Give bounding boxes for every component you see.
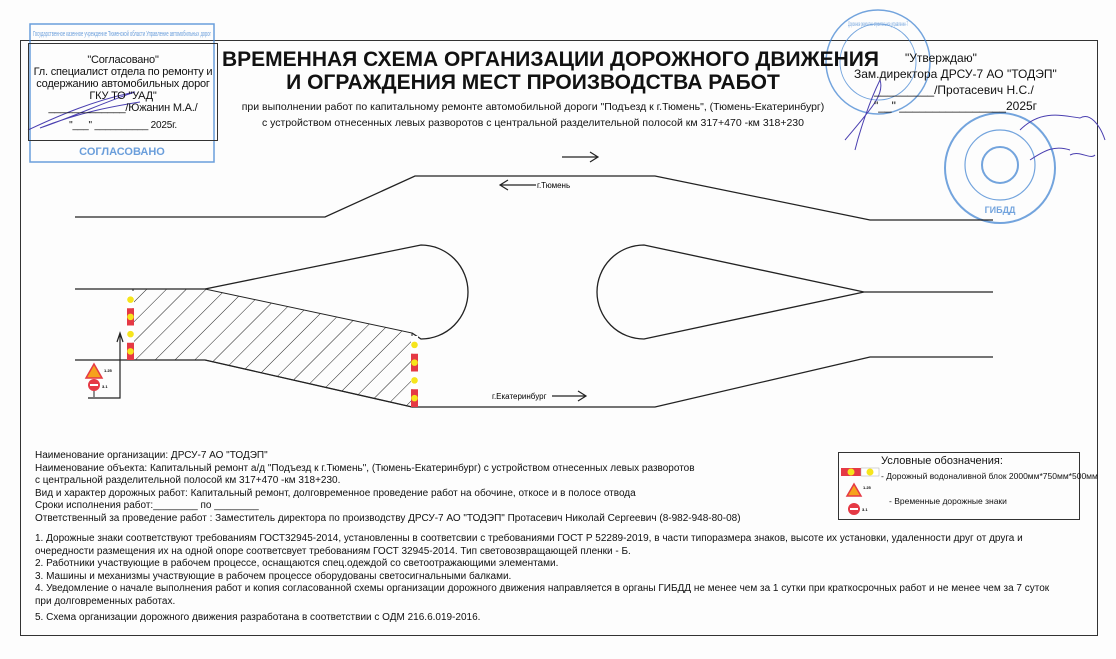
- note: 4. Уведомление о начале выполнения работ…: [35, 583, 1050, 595]
- barrier-light: [411, 341, 418, 349]
- title-line1: ВРЕМЕННАЯ СХЕМА ОРГАНИЗАЦИИ ДОРОЖНОГО ДВ…: [222, 48, 879, 71]
- arrow-right-icon: [562, 151, 600, 163]
- barrier-row-right: [411, 336, 418, 407]
- work-zone-hatched: [132, 288, 413, 408]
- sign1-code: 1.25: [104, 368, 113, 373]
- median-island-left: [75, 244, 469, 340]
- info-works: Вид и характер дорожных работ: Капитальн…: [35, 487, 636, 499]
- stamp-left: Государственное казенное учреждение Тюме…: [29, 23, 215, 163]
- note: при долговременных работах.: [35, 595, 176, 607]
- legend-sign1-code: 1.25: [863, 485, 872, 490]
- temporary-signs: 1.25 3.1: [84, 362, 113, 397]
- approval-right-date: "__" ________________2025г: [874, 99, 1038, 113]
- approval-left-line3: ГКУ ТО "УАД": [89, 90, 157, 102]
- note: 3. Машины и механизмы участвующие в рабо…: [35, 570, 512, 582]
- legend-symbols: 1.25 3.1: [841, 467, 880, 515]
- legend: Условные обозначения: 1.25 3.1 - Дорожны…: [838, 452, 1098, 520]
- legend-title: Условные обозначения:: [881, 455, 1003, 467]
- road-works-sign-icon: [84, 362, 104, 379]
- barrier-light: [411, 377, 418, 384]
- sign2-code: 3.1: [102, 384, 108, 389]
- approval-left-signatory: _____________/Южанин М.А./: [48, 102, 198, 114]
- stamp-gibdd: ГИБДД: [944, 112, 1056, 224]
- stamp-left-org: Государственное казенное учреждение Тюме…: [33, 30, 211, 38]
- stamp-gibdd-text: ГИБДД: [985, 205, 1016, 215]
- approval-right-heading: "Утверждаю": [905, 51, 977, 65]
- approval-right-signatory: _________/Протасевич Н.С./: [874, 83, 1034, 97]
- approval-left-box: "Согласовано" Гл. специалист отдела по р…: [28, 43, 218, 141]
- barrier-light: [127, 348, 134, 355]
- label-tyumen: г.Тюмень: [537, 181, 570, 190]
- stamp-left-text: СОГЛАСОВАНО: [79, 146, 165, 158]
- road-edge-top: [75, 175, 993, 221]
- title-line2: И ОГРАЖДЕНИЯ МЕСТ ПРОИЗВОДСТВА РАБОТ: [286, 71, 780, 94]
- approval-right: "Утверждаю" Зам.директора ДРСУ-7 АО "ТОД…: [850, 50, 1080, 114]
- subtitle-line1: при выполнении работ по капитальному рем…: [241, 101, 825, 113]
- note: 1. Дорожные знаки соответствуют требован…: [35, 533, 1023, 544]
- info-dates: Сроки исполнения работ:________ по _____…: [35, 500, 259, 512]
- approval-left-heading: "Согласовано": [87, 54, 159, 66]
- note: 2. Работники участвующие в рабочем проце…: [35, 558, 559, 570]
- subtitle-line2: с устройством отнесенных левых разворото…: [261, 117, 804, 129]
- barrier-light: [411, 394, 418, 402]
- median-island-right: [596, 244, 993, 340]
- approval-left-line1: Гл. специалист отдела по ремонту и: [33, 66, 213, 78]
- legend-signs-label: - Временные дорожные знаки: [889, 496, 1007, 506]
- barrier-light: [127, 296, 134, 303]
- barrier-light: [127, 313, 134, 321]
- approval-right-position: Зам.директора ДРСУ-7 АО "ТОДЭП": [854, 67, 1057, 81]
- stamp-right-drsu: Дорожное ремонтно-строительное управлени…: [825, 9, 931, 115]
- sign-leader-line: [88, 331, 124, 399]
- title-block: ВРЕМЕННАЯ СХЕМА ОРГАНИЗАЦИИ ДОРОЖНОГО ДВ…: [222, 48, 879, 94]
- info-responsible: Ответственный за проведение работ : Заме…: [35, 512, 741, 524]
- legend-sign2-code: 3.1: [862, 507, 868, 512]
- signature-left: [27, 91, 141, 131]
- note: 5. Схема организации дорожного движения …: [35, 611, 481, 623]
- barrier-light: [127, 330, 134, 338]
- notes-block: 1. Дорожные знаки соответствуют требован…: [35, 533, 1090, 624]
- stamp-right-org: Дорожное ремонтно-строительное управлени…: [848, 22, 908, 28]
- note: очередности размещения их на одной опоре…: [35, 545, 631, 557]
- barrier-light: [411, 359, 418, 366]
- info-object-2: с центральной разделительной полосой км …: [35, 475, 341, 487]
- road-works-sign-icon: [845, 482, 863, 497]
- info-object-1: Наименование объекта: Капитальный ремонт…: [35, 462, 695, 474]
- info-block: Наименование организации: ДРСУ-7 АО "ТОД…: [35, 450, 741, 526]
- approval-left-line2: содержанию автомобильных дорог: [36, 78, 210, 90]
- label-ekaterinburg: г.Екатеринбург: [492, 392, 547, 401]
- approval-left-date: "___" __________ 2025г.: [69, 120, 177, 131]
- info-org: Наименование организации: ДРСУ-7 АО "ТОД…: [35, 450, 268, 461]
- document-frame: [20, 40, 1098, 636]
- legend-barrier-label: - Дорожный водоналивной блок 2000мм*750м…: [881, 471, 1098, 481]
- water-barrier-icon: [841, 467, 880, 477]
- barrier-row-left: [127, 291, 134, 360]
- arrow-left-icon: [498, 179, 536, 191]
- arrow-right-icon: [552, 390, 588, 402]
- signature-right: [844, 78, 1106, 161]
- subtitle-block: при выполнении работ по капитальному рем…: [222, 99, 844, 131]
